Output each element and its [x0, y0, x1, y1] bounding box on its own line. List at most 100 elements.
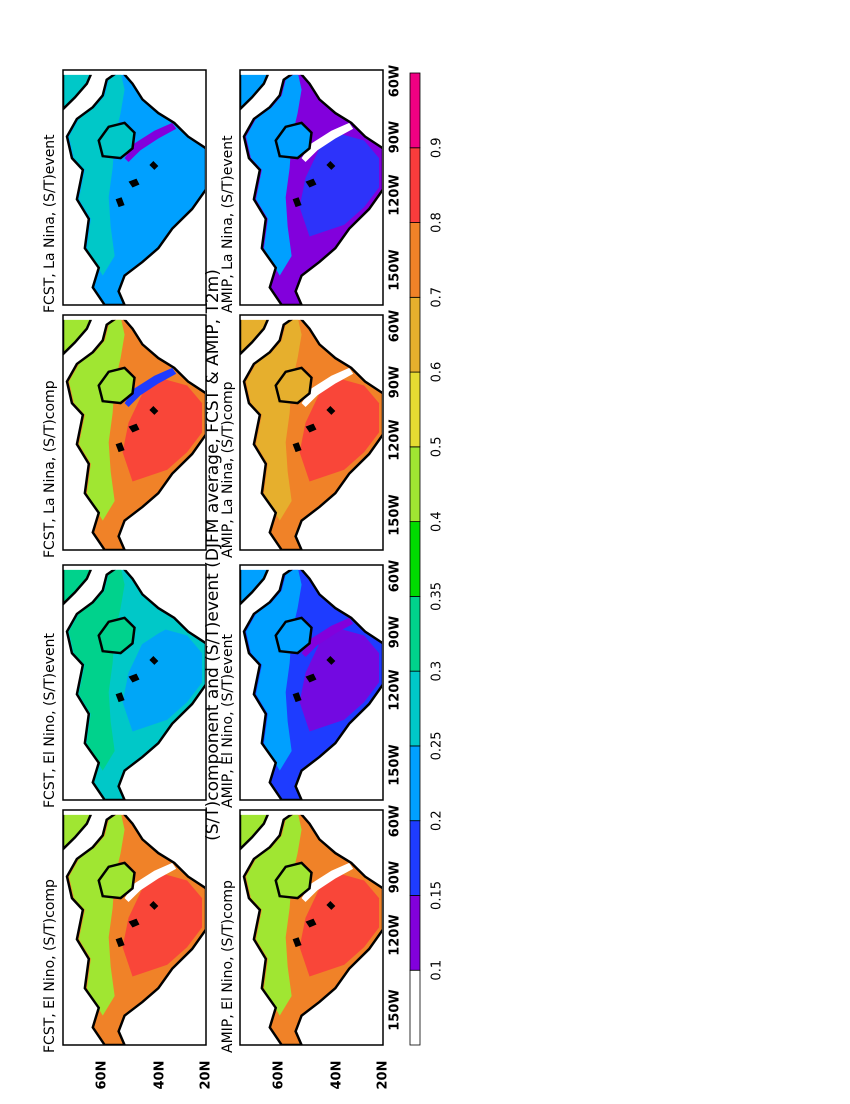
colorbar-label: 0.3: [430, 661, 445, 682]
lon-label: 60W: [388, 805, 403, 837]
lake: [305, 423, 317, 433]
panel-title: AMIP, La Nina, (S/T)event: [220, 135, 236, 313]
streak-region: [124, 617, 177, 658]
coastline: [242, 319, 383, 550]
lake: [292, 442, 302, 453]
streak-region: [124, 367, 177, 408]
lake: [326, 161, 336, 170]
greenland: [240, 569, 272, 608]
panel-frame: [239, 809, 384, 1046]
colorbar-segment: [409, 670, 421, 747]
lat-label: 60N: [95, 1061, 110, 1090]
colorbar-segment: [409, 820, 421, 896]
core-region: [122, 628, 203, 732]
map-content: [63, 74, 206, 305]
streak-region: [124, 862, 177, 903]
north-region: [245, 319, 302, 521]
greenland: [63, 319, 95, 358]
map-content: [63, 814, 206, 1045]
lake: [149, 161, 159, 170]
north-region: [68, 319, 125, 521]
lake: [115, 442, 125, 453]
lat-label: 20N: [376, 1061, 391, 1090]
coastline: [242, 814, 383, 1045]
core-region: [299, 628, 380, 732]
map-panel: [62, 809, 207, 1046]
main-title: (S/T)component and (S/T)event (DJFM aver…: [203, 269, 223, 841]
lake: [326, 901, 336, 910]
map-content: [240, 74, 383, 305]
map-content: [240, 569, 383, 800]
lake: [128, 673, 140, 683]
colorbar-label: 0.1: [430, 960, 445, 981]
colorbar-label: 0.5: [430, 437, 445, 458]
panel-frame: [62, 564, 207, 801]
colorbar-label: 0.6: [430, 362, 445, 383]
colorbar-label: 0.4: [430, 511, 445, 532]
panel-title: AMIP, El Nino, (S/T)event: [220, 634, 236, 808]
north-region: [245, 814, 302, 1016]
hudson-bay: [97, 366, 136, 405]
lake: [292, 692, 302, 703]
streak-region: [301, 617, 354, 658]
panel-title: FCST, El Nino, (S/T)comp: [42, 879, 58, 1053]
lake: [305, 918, 317, 928]
hudson-bay: [97, 121, 136, 160]
core-region: [299, 133, 380, 237]
lake: [115, 197, 125, 208]
colorbar-label: 0.25: [430, 731, 445, 760]
core-region: [122, 873, 203, 977]
panel-title: FCST, La Nina, (S/T)event: [42, 134, 58, 313]
streak-region: [301, 862, 354, 903]
streak-region: [124, 122, 177, 163]
coastline: [242, 569, 383, 800]
lake: [128, 178, 140, 188]
lon-label: 60W: [388, 65, 403, 97]
lake: [326, 656, 336, 665]
lat-label: 60N: [272, 1061, 287, 1090]
colorbar-segment: [409, 296, 421, 373]
core-region: [122, 378, 203, 482]
lake: [149, 406, 159, 415]
colorbar-label: 0.35: [430, 582, 445, 611]
lake: [292, 197, 302, 208]
lake: [149, 656, 159, 665]
lon-label: 90W: [388, 121, 403, 153]
hudson-bay: [274, 121, 313, 160]
lon-label: 120W: [388, 669, 403, 710]
map-panel: [239, 69, 384, 306]
hudson-bay: [274, 861, 313, 900]
core-region: [299, 378, 380, 482]
core-region: [299, 873, 380, 977]
lon-label: 60W: [388, 560, 403, 592]
colorbar-segment: [409, 147, 421, 223]
lon-label: 150W: [388, 744, 403, 785]
panel-title: FCST, La Nina, (S/T)comp: [42, 380, 58, 558]
map-panel: [239, 809, 384, 1046]
north-region: [245, 569, 302, 771]
lat-label: 20N: [199, 1061, 214, 1090]
colorbar-segment: [409, 371, 421, 448]
map-panel: [239, 314, 384, 551]
colorbar-segment: [409, 521, 421, 597]
panel-frame: [239, 564, 384, 801]
colorbar-label: 0.7: [430, 287, 445, 308]
lon-label: 90W: [388, 861, 403, 893]
north-region: [68, 74, 125, 276]
lake: [305, 178, 317, 188]
panel-frame: [62, 314, 207, 551]
colorbar-segment: [409, 595, 421, 672]
greenland: [63, 814, 95, 853]
colorbar-segment: [409, 969, 421, 1046]
lat-label: 40N: [153, 1061, 168, 1090]
greenland: [63, 74, 95, 113]
north-region: [68, 814, 125, 1016]
panel-frame: [62, 809, 207, 1046]
map-content: [63, 319, 206, 550]
panel-title: FCST, El Nino, (S/T)event: [42, 632, 58, 808]
rotated-figure: (S/T)component and (S/T)event (DJFM aver…: [42, 65, 445, 1090]
map-panel: [62, 564, 207, 801]
lake: [115, 692, 125, 703]
coastline: [242, 74, 383, 305]
map-content: [63, 569, 206, 800]
